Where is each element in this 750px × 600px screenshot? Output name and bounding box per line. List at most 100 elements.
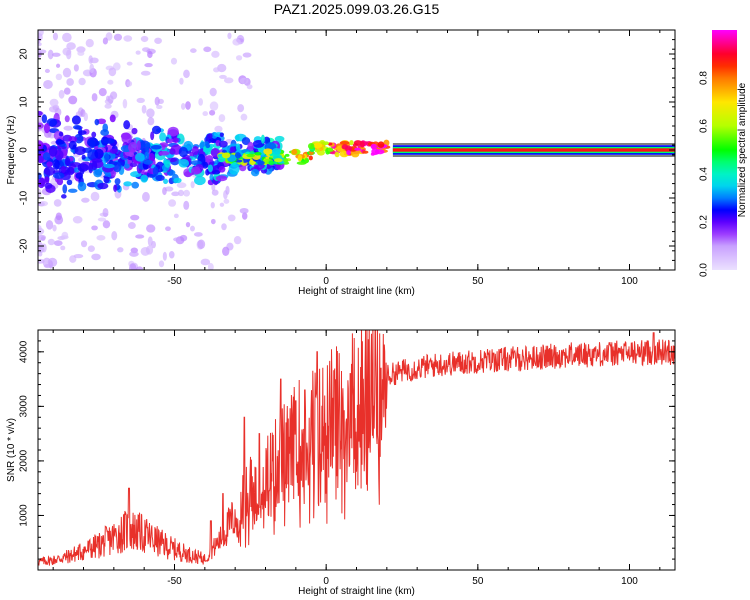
spectrogram-band-point (194, 175, 206, 186)
spectrogram-noise-point (165, 226, 171, 232)
spectrogram-noise-point (91, 93, 98, 102)
spectrogram-noise-point (173, 213, 179, 219)
spectrogram-noise-point (168, 199, 177, 207)
spectrogram-noise-point (144, 63, 153, 68)
spectrogram-noise-point (130, 214, 140, 221)
spectrogram-band-point (91, 158, 103, 163)
spectrogram-band-point (64, 157, 71, 167)
spectrogram-band-point (113, 184, 118, 192)
spectrogram-plot: -50 0 50 100 -20 -10 0 10 20 Height of straight l… (6, 29, 676, 297)
spectrogram-noise-point (158, 260, 165, 268)
colorbar: 0.0 0.2 0.4 0.6 0.8 Normalized spectral ampli… (699, 30, 748, 277)
spectrogram-band-point (67, 188, 78, 193)
y-tick-label: 1000 (19, 504, 30, 527)
spectrogram-noise-point (91, 225, 98, 231)
spectrogram-band-point (207, 164, 213, 173)
spectrogram-band-point (74, 133, 84, 144)
y-tick-label: -10 (19, 190, 30, 205)
spectrogram-noise-point (73, 254, 84, 259)
y-tick-label: 10 (19, 96, 30, 108)
spectrogram-core-point (327, 147, 334, 152)
x-tick-label: 0 (323, 276, 329, 287)
spectrogram-noise-point (56, 63, 61, 68)
spectrogram-band-point (205, 143, 211, 149)
spectrogram-band-point (164, 159, 171, 168)
spectrogram-band-point (114, 178, 121, 185)
spectrogram-band-point (218, 165, 226, 173)
spectrogram-noise-point (183, 189, 191, 197)
spectrogram-band-point (58, 131, 64, 137)
spectrogram-noise-point (53, 240, 63, 246)
spectrogram-band-point (81, 154, 86, 160)
spectrogram-noise-point (241, 212, 248, 220)
spectrogram-core-point (246, 153, 255, 158)
spectrogram-noise-point (81, 197, 90, 203)
spectrogram-noise-point (173, 237, 182, 242)
spectrogram-noise-point (123, 35, 133, 42)
spectrogram-band-point (143, 159, 153, 165)
spectrogram-core-point (339, 140, 350, 145)
x-tick-label: 100 (621, 276, 638, 287)
spectrogram-core-point (360, 141, 365, 148)
spectrogram-core-point (374, 149, 385, 155)
spectrogram-noise-point (180, 102, 186, 110)
spectrogram-core-point (344, 145, 353, 153)
spectrogram-noise-point (140, 247, 151, 256)
spectrogram-noise-point (52, 32, 59, 41)
spectrogram-band-point (158, 151, 170, 156)
spectrogram-noise-point (88, 55, 93, 64)
spectrogram-noise-point (190, 181, 195, 189)
spectrogram-noise-point (85, 38, 94, 48)
spectrogram-noise-point (38, 224, 42, 231)
spectrogram-core-point (263, 148, 273, 155)
spectrogram-noise-point (185, 101, 191, 110)
spectrogram-noise-point (112, 62, 121, 71)
spectrogram-band-point (163, 178, 169, 184)
x-tick-label: 100 (621, 576, 638, 587)
spectrogram-noise-point (227, 32, 232, 40)
spectrogram-noise-point (58, 89, 65, 99)
spectrogram-band-point (178, 158, 190, 168)
spectrogram-noise-point (190, 225, 195, 232)
spectrogram-band-point (144, 151, 150, 160)
spectrogram-core-point (334, 151, 340, 158)
spectrogram-noise-point (146, 224, 156, 233)
spectrogram-noise-point (122, 98, 128, 109)
spectrogram-band-point (274, 135, 285, 143)
spectrogram-band-point (150, 131, 155, 141)
spectrogram-noise-point (66, 78, 74, 86)
spectrogram-noise-point (80, 240, 88, 248)
spectrogram-band-point (228, 163, 240, 175)
chart-title: PAZ1.2025.099.03.26.G15 (273, 1, 440, 17)
spectrogram-noise-point (232, 38, 241, 46)
spectrogram-band-point (43, 123, 50, 134)
spectrogram-noise-point (90, 191, 100, 202)
spectrogram-noise-point (185, 221, 191, 228)
spectrogram-core-point (271, 147, 282, 155)
spectrogram-noise-point (102, 37, 108, 45)
snr-series-group (38, 330, 675, 566)
spectrogram-noise-point (235, 55, 243, 61)
spectrogram-core-point (304, 157, 309, 163)
spectrogram-noise-point (129, 263, 137, 270)
spectrogram-noise-point (140, 70, 151, 76)
spectrogram-core-point (257, 160, 265, 166)
spectrogram-noise-point (225, 185, 230, 195)
spectrogram-noise-point (214, 125, 223, 133)
spectrogram-core-point (314, 149, 321, 153)
spectrogram-noise-point (102, 220, 111, 229)
spectrogram-noise-point (136, 97, 145, 103)
spectrogram-band-point (155, 174, 165, 182)
spectrogram-band-point (96, 118, 107, 125)
spectrogram-noise-point (52, 224, 57, 232)
spectrogram-band-point (68, 136, 78, 143)
spectrogram-core-point (362, 150, 369, 154)
spectrogram-band-point (190, 160, 202, 166)
spectrogram-noise-point (179, 77, 184, 85)
spectrogram-blobs (38, 30, 675, 270)
spectrogram-noise-point (211, 189, 219, 196)
spectrogram-noise-point (49, 98, 59, 107)
spectrogram-band-point (94, 118, 100, 126)
spectrogram-noise-point (113, 33, 123, 41)
spectrogram-noise-point (213, 67, 220, 73)
